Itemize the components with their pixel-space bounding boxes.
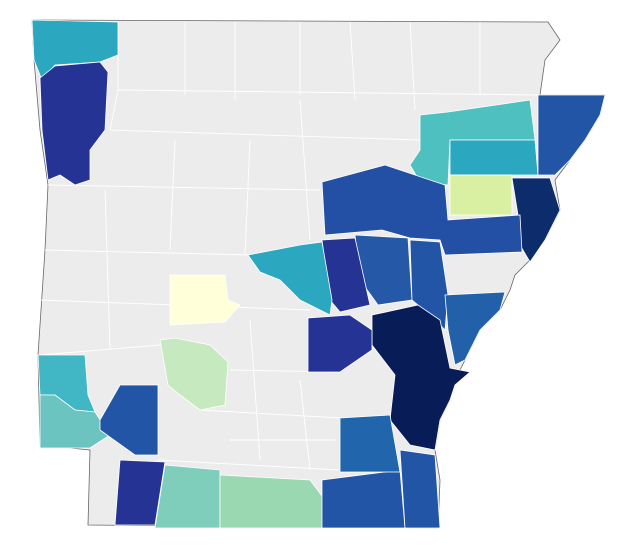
county <box>371 304 471 451</box>
county <box>449 139 539 176</box>
county <box>169 274 241 326</box>
county <box>247 241 333 316</box>
county <box>444 291 506 366</box>
county <box>399 449 441 529</box>
county <box>307 314 373 373</box>
county <box>339 414 401 473</box>
county <box>321 469 406 529</box>
county <box>39 61 109 186</box>
counties <box>31 19 606 529</box>
county <box>409 239 449 331</box>
county <box>159 337 229 411</box>
county-borders <box>39 21 541 471</box>
county <box>449 174 513 216</box>
county <box>99 384 159 456</box>
county <box>321 164 523 256</box>
county <box>154 464 221 529</box>
county <box>31 19 119 81</box>
county <box>409 99 536 186</box>
county <box>114 459 166 526</box>
county <box>537 94 606 176</box>
county <box>219 474 326 529</box>
